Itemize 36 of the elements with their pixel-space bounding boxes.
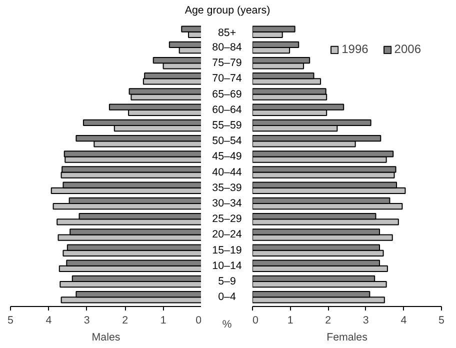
y-tick-label: 10–14 — [212, 260, 242, 272]
x-tick-label: 1 — [287, 314, 294, 326]
x-tick-label: 4 — [400, 314, 407, 326]
y-tick-label: 60–64 — [212, 104, 242, 116]
x-axis-title: Males — [92, 332, 120, 344]
y-tick-label: 40–44 — [212, 166, 242, 178]
y-axis-title: Age group (years) — [184, 4, 270, 16]
y-tick-label: 15–19 — [212, 244, 242, 256]
text: % — [222, 318, 232, 330]
x-tick-label: 2 — [325, 314, 332, 326]
x-tick-label: 2 — [122, 314, 128, 326]
y-tick-label: 85+ — [218, 26, 236, 39]
x-tick-label: 5 — [8, 314, 14, 326]
y-tick-label: 50–54 — [212, 135, 242, 148]
y-tick-label: 0–4 — [218, 291, 236, 304]
y-tick-label: 5–9 — [218, 276, 236, 288]
y-tick-label: 65–69 — [212, 88, 242, 100]
x-tick-label: 3 — [362, 314, 369, 326]
x-tick-label: 1 — [160, 314, 166, 326]
y-tick-label: 30–34 — [212, 198, 242, 210]
y-tick-label: 45–49 — [212, 150, 242, 163]
x-tick-label: 0 — [252, 314, 258, 326]
y-tick-label: 20–24 — [212, 228, 242, 241]
y-tick-label: 70–74 — [212, 72, 242, 85]
y-tick-label: 35–39 — [212, 182, 242, 194]
x-tick-label: 4 — [46, 314, 52, 326]
y-tick-label: 25–29 — [212, 213, 242, 226]
x-tick-label: 3 — [84, 314, 90, 326]
y-tick-label: 80–84 — [212, 41, 242, 54]
legend-label: 1996 — [342, 42, 368, 56]
y-tick-label: 55–59 — [212, 119, 242, 132]
x-axis-title: Females — [326, 332, 368, 344]
x-tick-label: 0 — [196, 314, 202, 326]
legend-label: 2006 — [394, 42, 421, 56]
x-tick-label: 5 — [438, 314, 445, 326]
y-tick-label: 75–79 — [212, 57, 242, 70]
